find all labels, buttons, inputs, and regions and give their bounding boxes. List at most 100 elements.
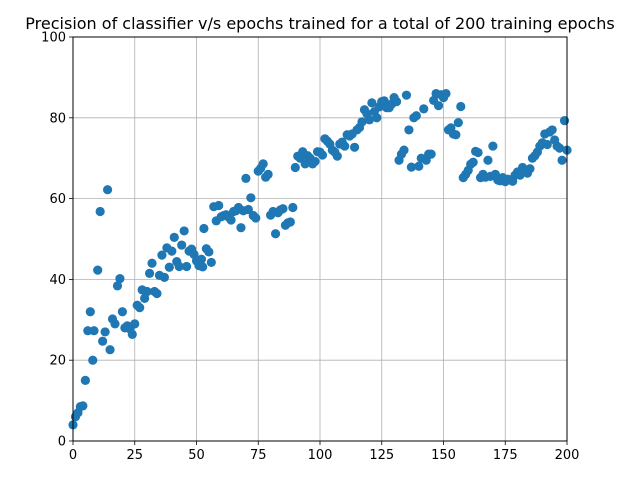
data-point (426, 149, 436, 159)
data-point (559, 116, 570, 126)
data-point (433, 101, 444, 111)
data-point (130, 319, 140, 329)
data-point (174, 261, 184, 272)
x-tick-label: 125 (369, 448, 394, 463)
data-point (105, 345, 115, 355)
y-tick-label: 40 (49, 273, 66, 288)
data-point (159, 272, 169, 282)
data-point (483, 155, 493, 165)
data-point (401, 90, 412, 100)
x-tick-label: 0 (69, 448, 77, 463)
x-tick-label: 175 (493, 448, 518, 463)
data-point (246, 193, 256, 203)
y-tick-label: 100 (41, 31, 66, 46)
data-point (167, 246, 177, 256)
data-point (102, 185, 113, 195)
data-point (372, 113, 382, 123)
data-point (406, 162, 416, 172)
x-axis: 0 25 50 75 100 125 150 175 200 (69, 441, 580, 463)
data-point (278, 204, 288, 214)
data-point (332, 151, 342, 161)
data-point (98, 336, 108, 346)
data-point (399, 145, 409, 155)
data-point (115, 273, 125, 284)
data-point (214, 200, 224, 211)
data-point (542, 139, 552, 150)
data-point (80, 375, 90, 385)
data-point (414, 161, 424, 171)
data-point (196, 254, 207, 264)
data-point (152, 288, 162, 299)
data-point (198, 262, 208, 272)
data-point (270, 229, 281, 239)
y-tick-label: 80 (49, 111, 66, 126)
data-point (404, 125, 414, 135)
data-point (112, 281, 123, 291)
data-point (340, 141, 350, 151)
data-point (88, 355, 98, 365)
data-point (364, 115, 374, 125)
x-tick-label: 75 (250, 448, 267, 463)
data-point (367, 98, 377, 108)
grid (72, 36, 568, 442)
data-point (547, 125, 557, 135)
x-tick-label: 200 (555, 448, 580, 463)
data-point (488, 141, 498, 151)
data-point (391, 97, 402, 107)
data-point (226, 215, 236, 225)
chart-title: Precision of classifier v/s epochs train… (25, 14, 614, 33)
data-point (241, 173, 251, 183)
data-point (451, 130, 461, 140)
data-point (179, 226, 189, 236)
data-point (204, 247, 214, 257)
data-point (144, 268, 155, 278)
data-point (110, 319, 120, 329)
x-tick-label: 100 (308, 448, 333, 463)
data-point (317, 150, 328, 160)
data-point (557, 155, 567, 165)
data-point (290, 162, 300, 173)
data-point (251, 213, 261, 223)
data-point (236, 223, 246, 233)
data-point (411, 111, 421, 121)
data-point (419, 104, 429, 114)
data-points (68, 88, 572, 430)
x-tick-label: 25 (126, 448, 143, 463)
data-point (206, 257, 216, 268)
data-point (258, 159, 268, 169)
data-point (95, 206, 105, 217)
data-point (85, 307, 95, 317)
data-point (78, 401, 88, 411)
data-point (441, 88, 451, 99)
data-point (456, 101, 466, 112)
data-point (177, 240, 187, 250)
data-point (164, 262, 174, 272)
data-point (525, 164, 535, 174)
data-point (169, 232, 179, 242)
data-point (117, 307, 127, 317)
data-point (357, 117, 367, 127)
y-tick-label: 60 (49, 192, 66, 207)
data-point (310, 156, 320, 167)
data-point (285, 217, 295, 227)
y-axis: 0 20 40 60 80 100 (41, 31, 73, 450)
data-point (199, 223, 209, 234)
data-point (473, 147, 483, 158)
data-point (135, 303, 145, 313)
y-tick-label: 0 (58, 435, 66, 450)
data-point (157, 250, 167, 260)
data-point (182, 261, 192, 272)
y-tick-label: 20 (49, 354, 66, 369)
data-point (468, 157, 478, 167)
data-point (93, 265, 103, 275)
data-point (554, 143, 565, 153)
data-point (263, 169, 273, 179)
x-tick-label: 50 (188, 448, 205, 463)
x-tick-label: 150 (431, 448, 456, 463)
data-point (89, 326, 99, 336)
data-point (100, 327, 110, 337)
data-point (142, 286, 152, 297)
data-point (288, 202, 298, 213)
data-point (349, 142, 360, 152)
